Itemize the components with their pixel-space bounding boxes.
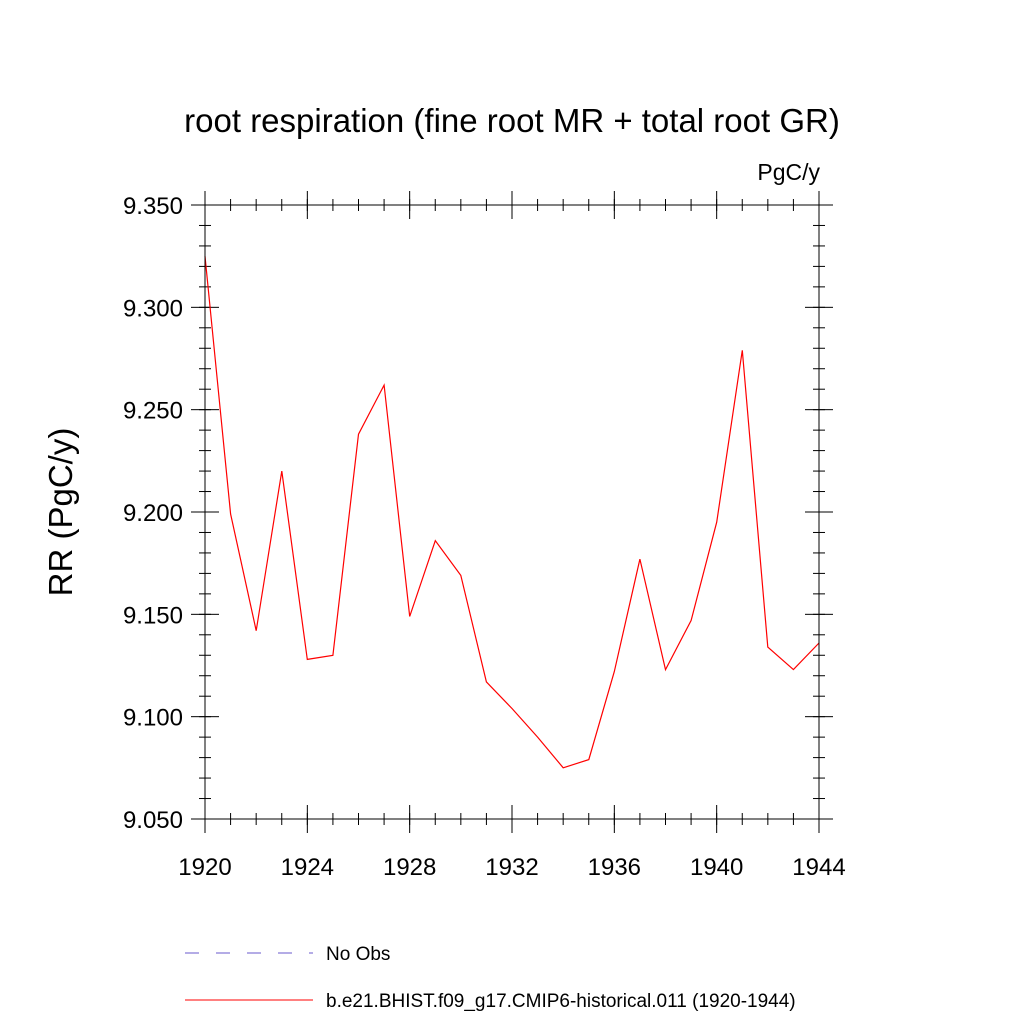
x-tick-label: 1928 [383,854,436,881]
axis-ticks [191,191,833,833]
legend: No Obs b.e21.BHIST.f09_g17.CMIP6-historic… [185,944,796,1012]
units-label: PgC/y [757,159,820,185]
y-axis-label: RR (PgC/y) [42,428,79,597]
series-line [204,256,820,769]
y-tick-label: 9.200 [123,500,183,527]
y-tick-label: 9.150 [123,602,183,629]
y-tick-label: 9.250 [123,398,183,425]
y-tick-labels: 9.050 9.100 9.150 9.200 9.250 9.300 9.350 [123,193,183,834]
x-tick-label: 1920 [178,854,231,881]
x-tick-label: 1932 [485,854,538,881]
x-tick-label: 1924 [281,854,334,881]
plot-frame [204,204,820,820]
x-tick-label: 1936 [588,854,641,881]
legend-label: b.e21.BHIST.f09_g17.CMIP6-historical.011… [326,991,796,1012]
y-tick-label: 9.300 [123,295,183,322]
x-tick-label: 1940 [690,854,743,881]
chart-title: root respiration (fine root MR + total r… [184,102,840,139]
legend-label: No Obs [326,944,390,965]
y-tick-label: 9.050 [123,807,183,834]
series-lines [204,256,820,769]
y-tick-label: 9.100 [123,705,183,732]
x-tick-labels: 1920 1924 1928 1932 1936 1940 1944 [178,854,845,881]
y-tick-label: 9.350 [123,193,183,220]
x-tick-label: 1944 [792,854,845,881]
